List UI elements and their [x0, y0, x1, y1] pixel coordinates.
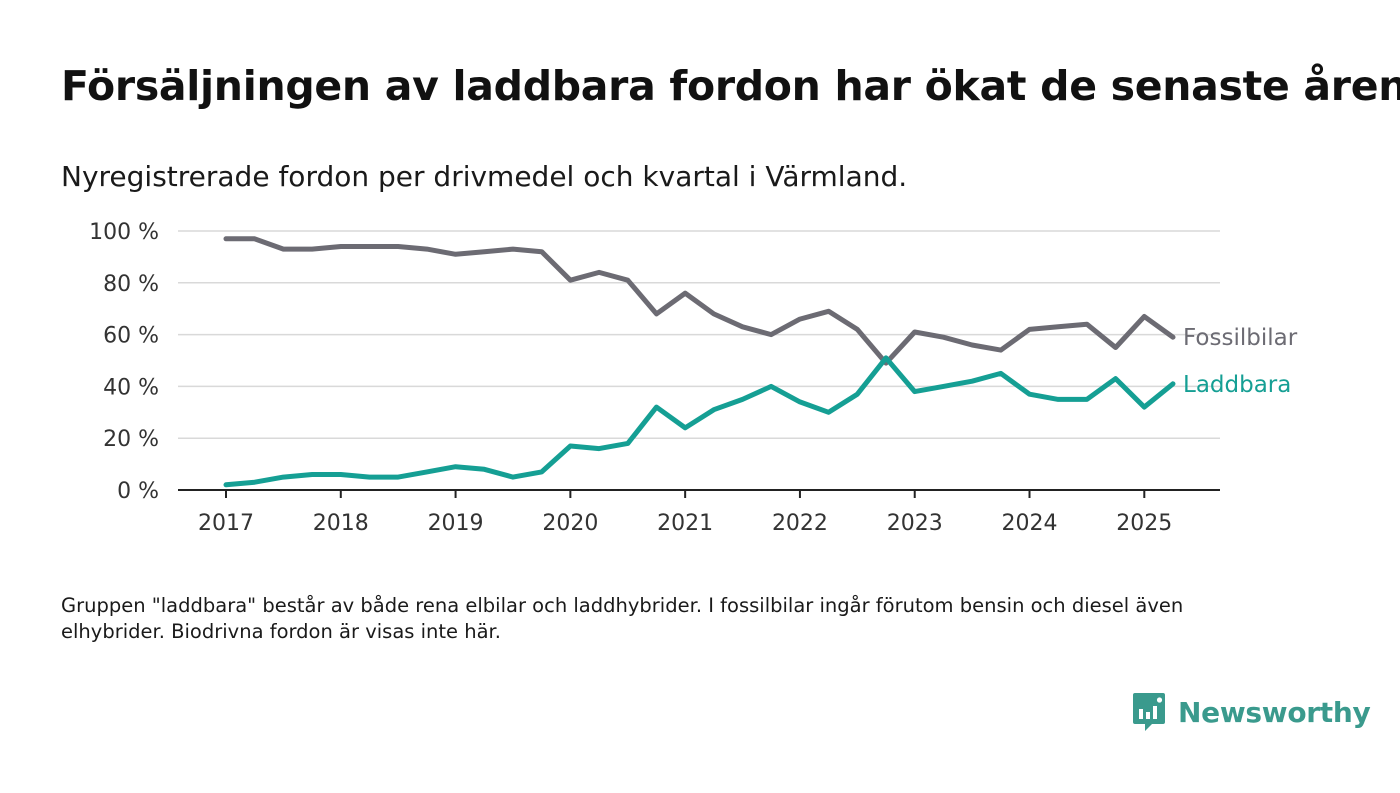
y-axis-tick-labels: 0 % 20 % 40 % 60 % 80 % 100 % [89, 220, 159, 504]
series-label-fossilbilar: Fossilbilar [1183, 325, 1298, 351]
series-line-fossilbilar [223, 236, 1176, 366]
chart-title: Försäljningen av laddbara fordon har öka… [61, 62, 1400, 110]
x-tick-label: 2018 [313, 511, 369, 536]
grid-lines [178, 230, 1220, 439]
x-tick-label: 2022 [772, 511, 828, 536]
y-tick-label: 80 % [103, 272, 159, 297]
newsworthy-logo-icon [1133, 693, 1165, 731]
y-tick-label: 20 % [103, 427, 159, 452]
y-tick-label: 100 % [89, 220, 159, 245]
x-tick-label: 2019 [428, 511, 484, 536]
brand[interactable]: Newsworthy [1132, 692, 1371, 732]
x-tick-label: 2025 [1116, 511, 1172, 536]
x-tick-label: 2017 [198, 511, 254, 536]
series-label-laddbara: Laddbara [1183, 372, 1291, 398]
x-tick-label: 2021 [657, 511, 713, 536]
chart-subtitle: Nyregistrerade fordon per drivmedel och … [61, 160, 908, 193]
y-tick-label: 60 % [103, 324, 159, 349]
x-tick-label: 2024 [1002, 511, 1058, 536]
x-axis-ticks: 2017 2018 2019 2020 2021 2022 2023 2024 2025 [198, 490, 1172, 536]
footnote: Gruppen "laddbara" består av både rena e… [61, 594, 1184, 643]
x-tick-label: 2020 [542, 511, 598, 536]
series-labels: Fossilbilar Laddbara [1183, 325, 1298, 398]
series-lines [223, 236, 1176, 488]
x-tick-label: 2023 [887, 511, 943, 536]
y-tick-label: 40 % [103, 375, 159, 400]
line-chart: 0 % 20 % 40 % 60 % 80 % 100 % 2017 2018 2019 202… [89, 220, 1298, 536]
y-tick-label: 0 % [117, 479, 159, 504]
brand-name: Newsworthy [1178, 695, 1371, 729]
series-line-laddbara [223, 355, 1176, 488]
